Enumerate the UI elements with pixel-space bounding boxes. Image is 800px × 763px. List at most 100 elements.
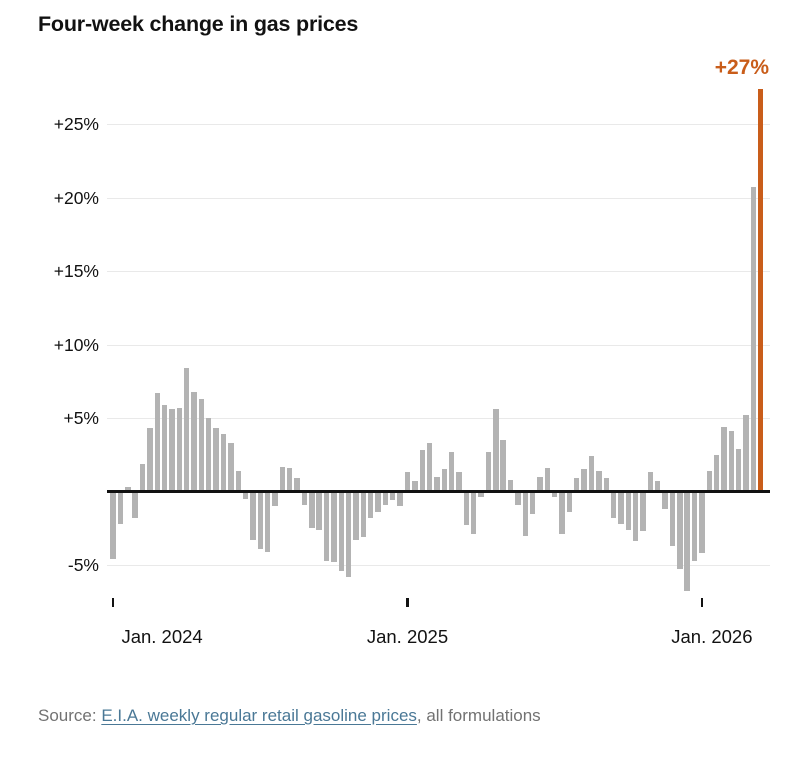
x-axis-tick-label: Jan. 2025 — [366, 626, 449, 647]
bar — [309, 491, 315, 529]
bar — [419, 450, 425, 492]
bar — [647, 472, 654, 492]
gridline — [107, 124, 770, 125]
bar — [713, 454, 720, 492]
y-axis-tick-label: -5% — [67, 555, 99, 575]
bar — [448, 451, 455, 492]
bar — [301, 491, 308, 505]
y-axis-tick-label: +20% — [53, 187, 99, 208]
x-axis-tick-label: Jan. 2024 — [121, 626, 203, 647]
bar — [154, 393, 160, 492]
bar — [235, 470, 241, 492]
bar — [117, 491, 124, 524]
x-axis-tick — [700, 598, 704, 607]
bar — [368, 491, 374, 518]
bar — [736, 448, 742, 492]
bar — [750, 187, 757, 492]
bar — [206, 418, 212, 492]
bar — [588, 456, 595, 492]
bar — [353, 491, 359, 540]
bar — [684, 491, 690, 592]
bar — [544, 467, 551, 492]
bar — [721, 426, 727, 492]
bar — [699, 491, 705, 554]
bar — [331, 491, 337, 563]
bar — [655, 481, 661, 492]
bar — [110, 491, 116, 560]
bar — [574, 478, 580, 492]
bar — [316, 491, 322, 530]
bar — [404, 472, 411, 492]
bar — [176, 407, 183, 492]
bar — [132, 491, 138, 518]
highlight-bar — [758, 88, 764, 492]
bar — [294, 478, 300, 492]
bar — [375, 491, 381, 513]
y-axis-tick-label: +15% — [53, 261, 99, 281]
bar — [522, 491, 528, 536]
bar — [161, 404, 168, 492]
gridline — [107, 418, 770, 419]
bar — [662, 491, 668, 510]
highlight-value-label: +27% — [714, 56, 769, 79]
bar — [272, 491, 278, 507]
plot-area — [107, 80, 770, 611]
bar — [706, 470, 712, 492]
bar — [743, 415, 749, 492]
bar — [139, 463, 146, 492]
source-link[interactable]: E.I.A. weekly regular retail gasoline pr… — [101, 706, 417, 725]
bar — [632, 491, 639, 542]
bar — [257, 491, 263, 549]
bar — [220, 434, 227, 492]
bar — [338, 491, 344, 571]
bar — [169, 409, 175, 492]
bar — [191, 391, 197, 492]
bar — [640, 491, 646, 532]
bar — [493, 409, 499, 492]
source-suffix: , all formulations — [416, 706, 541, 725]
bar — [478, 491, 484, 498]
bar — [559, 491, 565, 535]
source-line: Source: E.I.A. weekly regular retail gas… — [38, 706, 541, 726]
bar — [596, 470, 602, 492]
bar — [125, 487, 131, 492]
bar — [603, 478, 609, 492]
bar — [213, 428, 219, 492]
bar — [507, 479, 514, 492]
bar — [500, 440, 506, 492]
bar — [264, 491, 271, 552]
bar — [198, 398, 205, 492]
bar — [360, 491, 367, 538]
zero-baseline — [107, 490, 770, 493]
y-axis-tick-label: +10% — [53, 334, 99, 355]
gridline — [107, 197, 770, 199]
bar — [618, 491, 624, 524]
gridline — [107, 344, 770, 346]
y-axis-tick-label: +25% — [53, 114, 99, 134]
bar — [581, 469, 587, 492]
bar — [485, 451, 492, 492]
bar — [471, 491, 477, 535]
bar — [456, 472, 462, 492]
bar — [441, 469, 447, 492]
gridline — [107, 565, 770, 566]
bar — [566, 491, 573, 513]
bar — [728, 431, 735, 492]
bar — [537, 476, 543, 492]
bar — [434, 476, 440, 492]
bar — [228, 442, 234, 492]
bar — [412, 481, 418, 492]
bar — [426, 442, 433, 492]
bar — [677, 491, 683, 570]
bar — [250, 491, 256, 540]
bar — [552, 491, 558, 498]
bar — [610, 491, 617, 518]
bar — [345, 491, 352, 577]
bar — [625, 491, 631, 530]
x-axis-tick — [111, 598, 115, 607]
x-axis-tick-label: Jan. 2026 — [671, 626, 753, 647]
bar — [242, 491, 249, 499]
bar — [323, 491, 330, 561]
bar — [669, 491, 676, 546]
chart-title: Four-week change in gas prices — [38, 12, 359, 36]
